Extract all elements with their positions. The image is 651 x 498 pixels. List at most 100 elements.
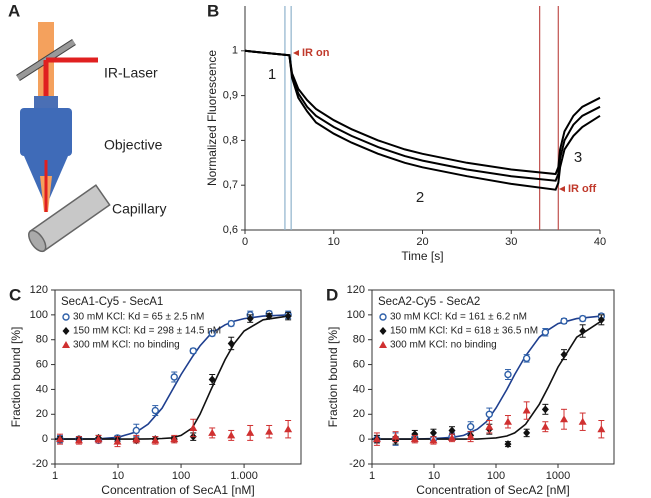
y-tick-label: 40 <box>36 383 48 395</box>
y-tick-label: 0,7 <box>223 179 238 191</box>
capillary-end <box>28 229 47 253</box>
x-tick-label: 10 <box>328 236 340 248</box>
point <box>447 433 456 441</box>
point <box>94 435 103 443</box>
x-tick-label: 0 <box>242 236 248 248</box>
legend-label: 150 mM KCl: Kd = 298 ± 14.5 nM <box>73 326 221 337</box>
point <box>541 422 550 430</box>
point <box>541 328 550 336</box>
point <box>485 410 494 418</box>
y-tick-label: 0,9 <box>223 90 238 102</box>
legend-marker <box>379 327 387 335</box>
point <box>410 435 419 443</box>
point <box>151 436 160 444</box>
y-tick-label: 80 <box>36 334 48 346</box>
point <box>578 314 587 323</box>
curve <box>244 49 601 191</box>
point <box>170 373 178 381</box>
curve <box>244 49 601 182</box>
point <box>597 425 606 433</box>
y-tick-label: 120 <box>30 284 48 296</box>
legend-label: 30 mM KCl: Kd = 161 ± 6.2 nM <box>390 312 527 323</box>
plot-frame <box>54 289 302 465</box>
point <box>523 428 531 437</box>
legend-label: 300 mM KCl: no binding <box>73 340 180 351</box>
label: IR-Laser <box>104 65 158 81</box>
point <box>265 427 274 435</box>
panel-letter: A <box>8 1 20 20</box>
chart-title: SecA2-Cy5 - SecA2 <box>378 296 480 308</box>
x-axis-label: Concentration of SecA2 [nM] <box>416 483 569 497</box>
y-tick-label: 40 <box>353 383 365 395</box>
legend-marker <box>379 313 387 321</box>
y-tick-label: 0 <box>42 433 48 445</box>
x-tick-label: 1000 <box>546 470 570 482</box>
point <box>208 428 217 436</box>
legend-marker <box>62 313 70 321</box>
point <box>485 422 494 430</box>
point <box>522 406 531 414</box>
point <box>541 405 549 414</box>
point <box>55 435 64 443</box>
objective-neck <box>34 96 58 110</box>
point <box>132 435 141 443</box>
point <box>170 435 179 443</box>
y-axis-label: Fraction bound [%] <box>326 327 340 428</box>
panel-letter: D <box>326 285 338 304</box>
point <box>151 406 159 415</box>
point <box>504 370 512 379</box>
y-tick-label: 1 <box>232 45 238 57</box>
point <box>246 314 254 323</box>
annotation: 1 <box>268 66 276 83</box>
y-tick-label: 100 <box>347 309 365 321</box>
y-tick-label: 60 <box>353 358 365 370</box>
point <box>227 319 235 328</box>
chart-title: SecA1-Cy5 - SecA1 <box>61 296 163 308</box>
legend-marker <box>62 327 70 335</box>
arrow <box>293 50 299 56</box>
legend-marker <box>379 341 387 348</box>
point <box>391 432 400 440</box>
y-tick-label: 0,8 <box>223 134 238 146</box>
point <box>466 423 475 431</box>
fit-curve <box>54 314 289 440</box>
y-tick-label: 60 <box>36 358 48 370</box>
point <box>284 425 293 433</box>
x-tick-label: 30 <box>505 236 517 248</box>
x-tick-label: 100 <box>172 470 190 482</box>
legend-marker <box>62 341 70 348</box>
point <box>466 432 475 440</box>
label: Objective <box>104 137 163 153</box>
label: Capillary <box>112 201 166 217</box>
y-tick-label: 20 <box>36 408 48 420</box>
x-tick-label: 1 <box>52 470 58 482</box>
x-axis-label: Concentration of SecA1 [nM] <box>101 483 254 497</box>
panel-letter: C <box>9 285 21 304</box>
point <box>504 440 512 449</box>
point <box>578 417 587 425</box>
point <box>189 423 198 431</box>
objective <box>20 108 72 156</box>
y-tick-label: -20 <box>32 458 48 470</box>
y-tick-label: 100 <box>30 309 48 321</box>
point <box>208 329 216 338</box>
point <box>448 426 456 435</box>
point <box>74 436 83 444</box>
x-tick-label: 1.000 <box>230 470 258 482</box>
point <box>113 437 122 445</box>
y-tick-label: 0 <box>359 433 365 445</box>
point <box>284 312 292 321</box>
point <box>132 426 141 435</box>
point <box>411 430 419 439</box>
x-tick-label: 20 <box>416 236 428 248</box>
point <box>560 317 568 325</box>
point <box>503 417 512 425</box>
y-axis-label: Fraction bound [%] <box>9 327 23 428</box>
fit-curve <box>372 315 602 440</box>
point <box>429 436 438 444</box>
point <box>208 375 216 384</box>
